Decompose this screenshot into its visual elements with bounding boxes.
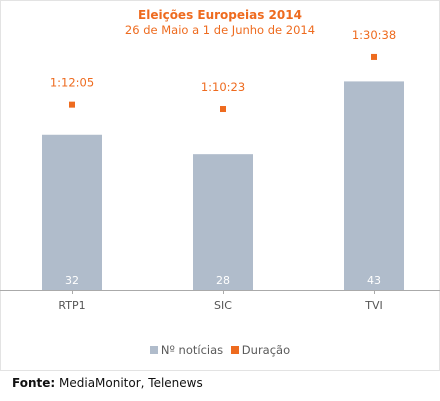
duration-label-sic: 1:10:23	[201, 80, 245, 94]
legend-label-duracao: Duração	[241, 343, 291, 357]
x-tick-label-rtp1: RTP1	[58, 299, 85, 312]
duration-label-rtp1: 1:12:05	[50, 76, 94, 90]
source-label: Fonte:	[12, 376, 56, 390]
duration-marker-tvi	[371, 53, 377, 60]
legend-item-duracao: Duração	[230, 343, 291, 357]
legend-swatch-noticias	[149, 346, 158, 354]
bar-value-sic: 28	[216, 274, 230, 287]
duration-marker-sic	[220, 106, 226, 113]
bar-rtp1	[42, 134, 102, 290]
source-text: MediaMonitor, Telenews	[59, 376, 203, 390]
x-tick-label-sic: SIC	[214, 299, 232, 312]
source-note: Fonte: MediaMonitor, Telenews	[12, 376, 203, 390]
bar-sic	[193, 154, 253, 290]
x-tick-label-tvi: TVI	[364, 299, 383, 312]
legend-swatch-duracao	[230, 346, 239, 354]
duration-marker-rtp1	[69, 101, 75, 108]
legend-label-noticias: Nº notícias	[160, 343, 224, 357]
duration-label-tvi: 1:30:38	[352, 28, 396, 42]
legend-item-noticias: Nº notícias	[149, 343, 224, 357]
bar-value-tvi: 43	[367, 274, 381, 287]
bar-tvi	[344, 81, 404, 290]
chart-title: Eleições Europeias 2014	[138, 8, 302, 22]
bar-value-rtp1: 32	[65, 274, 79, 287]
legend: Nº notícias Duração	[0, 343, 440, 357]
chart-subtitle: 26 de Maio a 1 de Junho de 2014	[124, 23, 316, 37]
